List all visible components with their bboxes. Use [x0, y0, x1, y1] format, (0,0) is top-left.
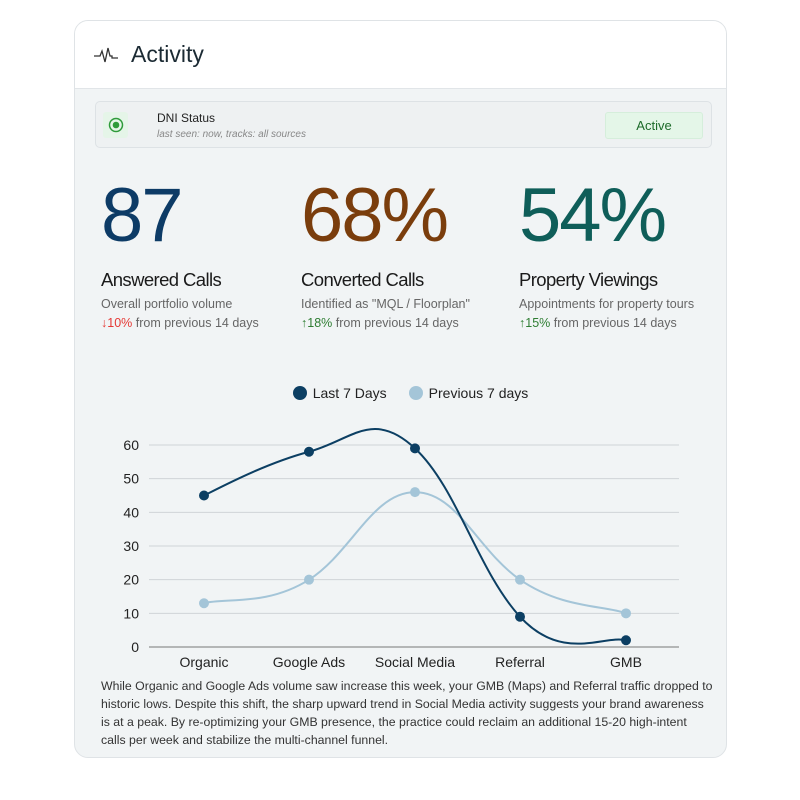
arrow-up-icon: ↑	[519, 316, 526, 330]
stat-change: ↑15% from previous 14 days	[519, 316, 694, 330]
x-tick-label: Referral	[495, 654, 545, 670]
arrow-down-icon: ↓	[101, 316, 108, 330]
activity-card: Activity DNI Status last seen: now, trac…	[74, 20, 727, 758]
data-point[interactable]	[621, 608, 631, 619]
dni-subtitle: last seen: now, tracks: all sources	[157, 129, 306, 140]
legend-label: Last 7 Days	[312, 385, 387, 401]
stat-answered-calls: 87 Answered Calls Overall portfolio volu…	[101, 171, 259, 330]
line-chart: 0 10 20 30 40 50 60 Organic Google Ads Social Med…	[123, 428, 679, 670]
series-line-last-7-days	[203, 428, 627, 645]
stat-property-viewings: 54% Property Viewings Appointments for p…	[519, 171, 694, 330]
y-tick-label: 0	[131, 639, 139, 655]
y-tick-label: 40	[123, 504, 139, 520]
x-tick-label: GMB	[610, 654, 642, 670]
stat-description: Identified as "MQL / Floorplan"	[301, 297, 470, 311]
data-point[interactable]	[515, 574, 525, 585]
stat-value: 68%	[301, 173, 449, 258]
arrow-up-icon: ↑	[301, 316, 308, 330]
x-tick-label: Google Ads	[273, 654, 345, 670]
x-tick-label: Social Media	[375, 654, 455, 670]
stat-change: ↓10% from previous 14 days	[101, 316, 259, 330]
stat-description: Overall portfolio volume	[101, 297, 233, 311]
change-suffix: from previous 14 days	[550, 316, 677, 330]
change-suffix: from previous 14 days	[332, 316, 459, 330]
y-tick-label: 20	[123, 572, 139, 588]
legend-label: Previous 7 days	[428, 385, 529, 401]
legend-dot-icon	[408, 386, 423, 400]
y-tick-label: 50	[123, 471, 139, 487]
radio-status-icon	[103, 112, 128, 138]
data-point[interactable]	[304, 446, 314, 457]
activity-pulse-icon	[94, 47, 118, 62]
y-tick-label: 10	[123, 605, 139, 621]
status-badge: Active	[605, 112, 703, 139]
dni-status-panel: DNI Status last seen: now, tracks: all s…	[95, 101, 712, 148]
legend-item-last-7-days[interactable]: Last 7 Days	[292, 385, 387, 401]
data-point[interactable]	[199, 598, 209, 609]
dni-title: DNI Status	[157, 111, 216, 125]
stat-label: Converted Calls	[301, 269, 424, 290]
y-tick-label: 30	[123, 538, 139, 554]
stat-change: ↑18% from previous 14 days	[301, 316, 470, 330]
legend-item-previous-7-days[interactable]: Previous 7 days	[408, 385, 529, 401]
stat-converted-calls: 68% Converted Calls Identified as "MQL /…	[301, 171, 470, 330]
change-value: 10%	[107, 316, 133, 330]
change-suffix: from previous 14 days	[132, 316, 259, 330]
data-point[interactable]	[621, 635, 631, 646]
stat-description: Appointments for property tours	[519, 297, 695, 311]
change-value: 15%	[525, 316, 551, 330]
data-point[interactable]	[410, 487, 420, 498]
chart-legend: Last 7 Days Previous 7 days	[75, 385, 726, 401]
card-header: Activity	[75, 21, 726, 89]
change-value: 18%	[307, 316, 333, 330]
card-title: Activity	[131, 41, 204, 67]
data-point[interactable]	[199, 490, 209, 501]
data-point[interactable]	[410, 443, 420, 454]
legend-dot-icon	[292, 386, 307, 400]
summary-text: While Organic and Google Ads volume saw …	[101, 679, 713, 747]
stat-value: 87	[101, 173, 184, 258]
data-point[interactable]	[304, 574, 314, 585]
stat-value: 54%	[519, 173, 667, 258]
stat-label: Answered Calls	[101, 269, 222, 290]
stat-label: Property Viewings	[519, 269, 658, 290]
x-tick-label: Organic	[179, 654, 228, 670]
data-point[interactable]	[515, 611, 525, 622]
series-line-previous-7-days	[203, 491, 627, 615]
y-tick-label: 60	[123, 437, 139, 453]
